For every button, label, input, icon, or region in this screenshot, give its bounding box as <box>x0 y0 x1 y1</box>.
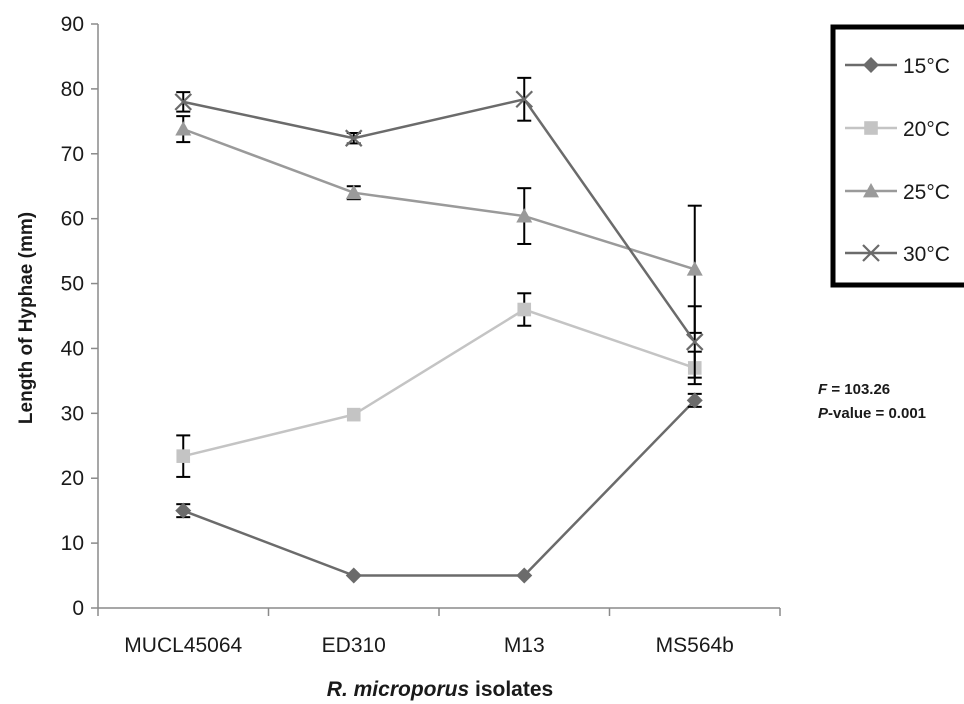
f-value: = 103.26 <box>827 381 890 398</box>
f-symbol: F <box>818 381 828 398</box>
x-marker-stroke <box>174 93 193 111</box>
square-marker <box>864 121 878 135</box>
legend-item: 15°C <box>845 55 950 78</box>
x-tick-label: MUCL45064 <box>124 634 242 657</box>
square-marker <box>176 449 191 463</box>
y-tick-label: 30 <box>61 402 84 425</box>
p-symbol: P <box>818 405 829 422</box>
y-tick-label: 0 <box>72 597 84 620</box>
series-line <box>182 127 696 271</box>
x-axis-title: R. microporus isolates <box>327 678 553 701</box>
y-tick-label: 90 <box>61 13 84 36</box>
diamond-marker <box>516 567 533 584</box>
square-marker <box>517 302 532 317</box>
p-value-text: -value = 0.001 <box>828 405 926 422</box>
x-marker-stroke <box>685 333 704 351</box>
legend-item: 20°C <box>845 118 950 141</box>
y-tick-label: 80 <box>61 78 84 101</box>
x-marker-stroke <box>515 90 534 109</box>
series-layer <box>174 76 704 584</box>
x-axis-title-rest: isolates <box>469 678 553 701</box>
y-tick-label: 20 <box>61 467 84 490</box>
square-marker <box>346 407 361 422</box>
statistics-annotation: F = 103.26 P-value = 0.001 <box>818 381 926 422</box>
series-15C <box>175 392 703 584</box>
legend: 15°C 20°C 25°C 30°C <box>830 24 964 288</box>
legend-label: 15°C <box>903 55 950 78</box>
diamond-marker <box>863 57 879 73</box>
x-marker-stroke <box>344 129 363 147</box>
triangle-marker <box>345 184 362 200</box>
f-statistic: F = 103.26 <box>818 381 890 398</box>
series-line <box>182 97 696 343</box>
legend-item: 30°C <box>845 243 950 266</box>
diamond-marker <box>686 392 703 409</box>
series-30C <box>174 76 704 379</box>
x-tick-label: ED310 <box>322 634 386 657</box>
p-value: P-value = 0.001 <box>818 405 926 422</box>
triangle-marker <box>863 183 879 198</box>
x-tick-label: M13 <box>504 634 545 657</box>
series-25C <box>175 115 703 334</box>
y-tick-label: 40 <box>61 337 84 360</box>
series-line <box>182 308 696 458</box>
y-tick-label: 70 <box>61 143 84 166</box>
diamond-marker <box>345 567 362 584</box>
y-axis-title: Length of Hyphae (mm) <box>16 212 37 424</box>
diamond-marker <box>175 502 192 519</box>
legend-item: 25°C <box>845 181 950 204</box>
y-tick-label: 10 <box>61 532 84 555</box>
triangle-marker <box>175 121 192 136</box>
series-20C <box>176 292 702 478</box>
x-axis: MUCL45064 ED310 M13 MS564b <box>97 607 781 657</box>
legend-label: 20°C <box>903 118 950 141</box>
y-tick-label: 60 <box>61 208 84 231</box>
series-line <box>182 399 696 577</box>
x-tick-label: MS564b <box>656 634 734 657</box>
legend-box <box>830 24 964 288</box>
y-axis: 0 10 20 30 40 50 60 70 80 90 <box>61 13 99 620</box>
triangle-marker <box>516 208 533 223</box>
x-marker-stroke <box>862 244 880 262</box>
y-tick-label: 50 <box>61 273 84 296</box>
x-axis-title-italic: R. microporus <box>327 678 469 701</box>
legend-label: 30°C <box>903 243 950 266</box>
triangle-marker <box>686 261 703 276</box>
legend-label: 25°C <box>903 181 950 204</box>
